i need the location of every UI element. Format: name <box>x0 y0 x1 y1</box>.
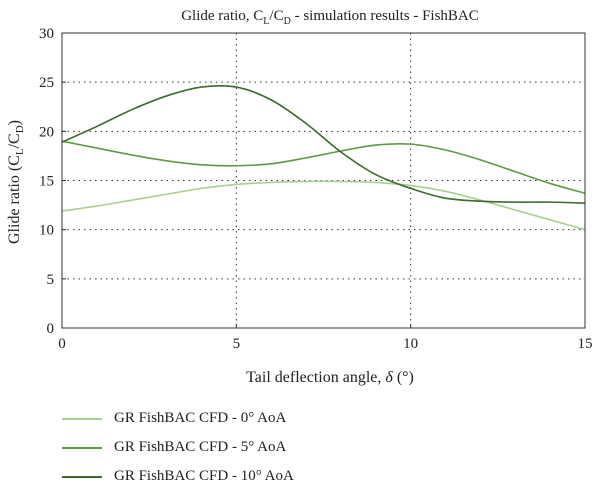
legend-item-5deg: GR FishBAC CFD - 5° AoA <box>62 433 294 462</box>
legend-item-0deg: GR FishBAC CFD - 0° AoA <box>62 404 294 433</box>
y-tick-label-20: 20 <box>39 124 54 140</box>
x-axis-label-delta: δ <box>385 369 393 386</box>
x-tick-label-15: 15 <box>578 336 593 352</box>
chart-title: Glide ratio, CL/CD - simulation results … <box>181 8 479 27</box>
x-tick-label-5: 5 <box>233 336 241 352</box>
chart-title-part-2: /C <box>269 8 283 24</box>
glide-ratio-chart: Glide ratio, CL/CD - simulation results … <box>6 8 593 386</box>
legend: GR FishBAC CFD - 0° AoA GR FishBAC CFD -… <box>62 404 294 491</box>
x-axis-label-part-1: Tail deflection angle, <box>246 369 385 386</box>
grid-lines <box>62 33 585 328</box>
chart-title-part-3: - simulation results - FishBAC <box>291 8 479 24</box>
legend-swatch-10deg <box>62 475 102 478</box>
y-axis-label-sub-l: L <box>14 148 26 155</box>
y-tick-label-30: 30 <box>39 26 54 42</box>
series-line-1 <box>61 140 586 195</box>
legend-label-10deg: GR FishBAC CFD - 10° AoA <box>114 468 294 484</box>
y-tick-label-25: 25 <box>39 75 54 91</box>
y-axis-label-sub-d: D <box>14 125 26 133</box>
legend-item-10deg: GR FishBAC CFD - 10° AoA <box>62 462 294 491</box>
chart-title-part-1: Glide ratio, C <box>181 8 263 24</box>
y-axis-label-part-1: Glide ratio (C <box>6 155 23 244</box>
y-tick-label-5: 5 <box>47 272 55 288</box>
x-axis-label-part-2: (°) <box>393 369 414 386</box>
legend-swatch-0deg <box>62 417 102 420</box>
y-axis-label-part-2: /C <box>6 133 23 148</box>
chart-title-sub-l: L <box>263 16 269 27</box>
series-lines <box>61 84 586 231</box>
y-axis-label: Glide ratio (CL/CD) <box>6 120 26 244</box>
series-line-2 <box>61 84 586 204</box>
x-axis-label: Tail deflection angle, δ (°) <box>246 369 414 386</box>
x-tick-label-0: 0 <box>58 336 66 352</box>
tick-labels: 0 5 10 15 0 5 10 15 20 25 30 <box>39 26 593 352</box>
y-tick-label-15: 15 <box>39 174 54 190</box>
legend-label-5deg: GR FishBAC CFD - 5° AoA <box>114 439 287 455</box>
legend-label-0deg: GR FishBAC CFD - 0° AoA <box>114 410 287 426</box>
x-tick-label-10: 10 <box>403 336 418 352</box>
series-line-0 <box>61 180 586 231</box>
y-tick-label-10: 10 <box>39 223 54 239</box>
y-axis-label-part-3: ) <box>6 120 23 125</box>
chart-title-sub-d: D <box>284 16 291 27</box>
legend-swatch-5deg <box>62 446 102 449</box>
y-tick-label-0: 0 <box>47 321 55 337</box>
